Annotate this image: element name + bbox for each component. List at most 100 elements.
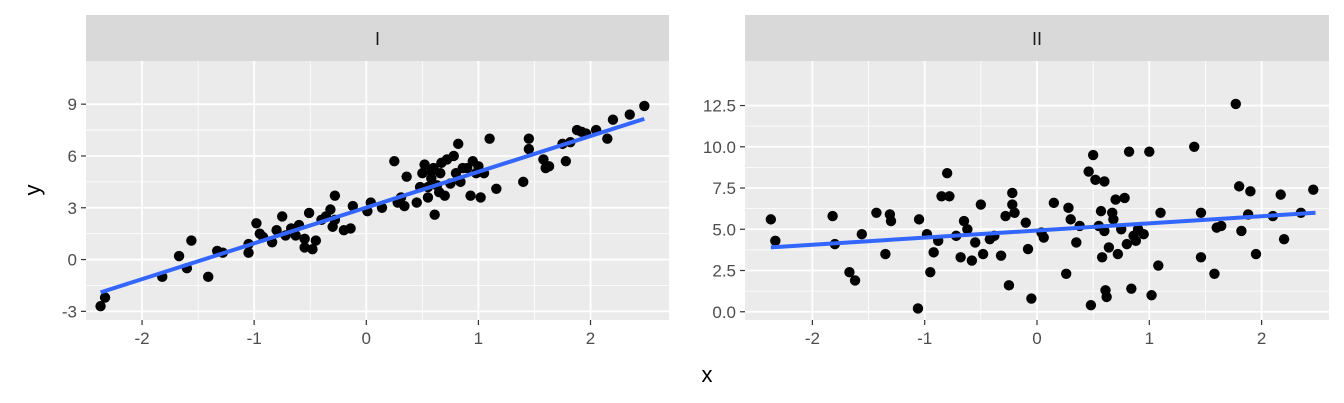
data-point	[277, 211, 288, 222]
data-point	[1308, 184, 1319, 195]
data-point	[299, 242, 310, 253]
x-tick-label: -2	[134, 329, 149, 348]
x-tick-label: 0	[362, 329, 371, 348]
panel-2-points	[765, 98, 1319, 314]
data-point	[1026, 293, 1037, 304]
data-point	[827, 210, 838, 222]
data-point	[1071, 237, 1082, 248]
data-point	[1048, 197, 1060, 209]
data-point	[944, 191, 955, 202]
y-tick-label: -3	[62, 302, 77, 321]
y-tick-label: 6	[68, 147, 77, 166]
data-point	[1065, 214, 1076, 225]
data-point	[419, 159, 430, 170]
data-point	[1236, 225, 1247, 237]
data-point	[1153, 260, 1164, 271]
data-point	[435, 168, 446, 179]
data-point	[1195, 252, 1207, 263]
data-point	[1195, 207, 1207, 218]
data-point	[1007, 199, 1018, 210]
data-point	[1110, 194, 1121, 205]
fit-line	[770, 210, 1316, 250]
data-point	[310, 235, 322, 246]
x-tick-label: 1	[474, 329, 483, 348]
data-point	[491, 183, 502, 194]
data-point	[607, 114, 619, 125]
y-tick-label: 0	[68, 251, 77, 270]
data-point	[429, 209, 440, 220]
data-point	[251, 218, 262, 229]
panel-1-ticks: -2 -1 0 1 2 -3 0 3 6 9	[62, 95, 595, 348]
data-point	[913, 214, 925, 225]
data-point	[1209, 268, 1220, 280]
data-point	[389, 155, 400, 167]
panel-1-grid	[86, 61, 669, 320]
data-point	[271, 225, 282, 236]
data-point	[1099, 176, 1110, 187]
y-tick-label: 5.0	[712, 220, 736, 239]
data-point	[880, 248, 891, 260]
x-tick-label: -1	[917, 329, 932, 348]
data-point	[1245, 186, 1256, 197]
fit-line	[99, 116, 645, 295]
data-point	[401, 171, 412, 182]
x-tick-label: 1	[1145, 329, 1154, 348]
data-point	[518, 176, 529, 188]
data-point	[95, 300, 106, 312]
strip-background-2	[745, 15, 1329, 61]
data-point	[1215, 220, 1227, 232]
data-point	[1278, 233, 1290, 245]
x-tick-label: 0	[1032, 329, 1041, 348]
data-point	[871, 207, 882, 218]
y-tick-label: 10.0	[703, 138, 736, 157]
data-point	[203, 271, 214, 283]
data-point	[1022, 243, 1034, 255]
x-tick-label: 2	[586, 329, 595, 348]
data-point	[475, 192, 486, 203]
data-point	[543, 161, 555, 172]
y-tick-label: 0.0	[712, 303, 736, 322]
data-point	[912, 303, 924, 314]
data-point	[639, 100, 650, 112]
data-point	[1121, 238, 1133, 250]
data-point	[1090, 174, 1101, 185]
data-point	[765, 214, 777, 225]
data-point	[1275, 189, 1286, 200]
data-point	[856, 229, 867, 240]
data-point	[844, 266, 855, 278]
data-point	[955, 252, 966, 263]
data-point	[422, 192, 434, 203]
data-point	[347, 200, 359, 212]
y-tick-label: 12.5	[703, 97, 736, 116]
data-point	[1144, 146, 1155, 157]
data-point	[1230, 98, 1241, 110]
data-point	[941, 167, 953, 179]
strip-label-1: I	[375, 29, 380, 49]
data-point	[484, 133, 495, 144]
y-tick-label: 7.5	[712, 179, 736, 198]
data-point	[399, 200, 410, 212]
data-point	[966, 255, 978, 266]
panel-group-2: II -2 -1 0 1 2 0.0 2.5 5.0 7.5 10.0 12.5	[703, 15, 1329, 348]
data-point	[523, 143, 535, 155]
data-point	[1108, 214, 1119, 225]
data-point	[439, 190, 450, 201]
data-point	[426, 173, 437, 184]
data-point	[1096, 252, 1108, 263]
panel-background-1	[86, 61, 669, 320]
data-point	[995, 250, 1007, 261]
data-point	[1138, 229, 1149, 240]
data-point	[1233, 181, 1245, 192]
panel-group-1: I -2 -1 0 1 2 -3 0 3 6 9	[62, 15, 669, 348]
data-point	[1119, 192, 1130, 204]
data-point	[1101, 291, 1112, 303]
data-point	[975, 199, 987, 210]
x-tick-label: -2	[805, 329, 820, 348]
x-axis-title: x	[702, 362, 713, 387]
data-point	[849, 275, 861, 286]
data-point	[977, 248, 989, 260]
data-point	[1061, 268, 1072, 280]
data-point	[970, 237, 981, 248]
data-point	[325, 204, 336, 215]
